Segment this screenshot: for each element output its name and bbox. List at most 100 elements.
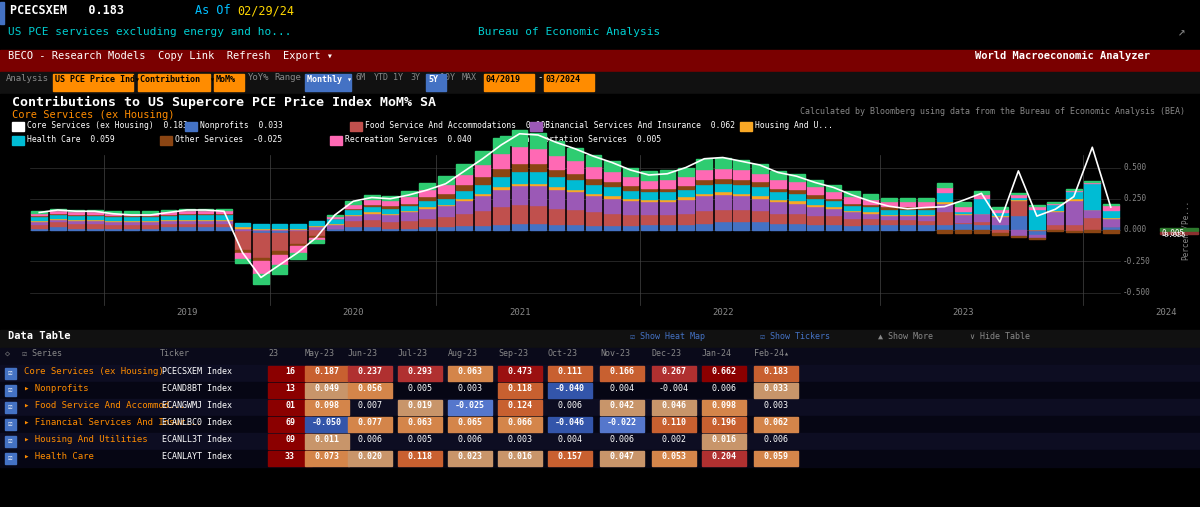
Text: -0.025: -0.025 xyxy=(455,401,485,410)
Bar xyxy=(623,176,638,185)
Bar xyxy=(179,219,194,220)
Bar xyxy=(511,130,528,146)
Bar xyxy=(955,210,971,213)
Bar xyxy=(68,219,84,220)
Bar xyxy=(788,189,804,193)
Text: Monthly ▾: Monthly ▾ xyxy=(307,75,352,84)
Text: ☑: ☑ xyxy=(7,419,12,428)
Bar xyxy=(68,220,84,223)
Bar xyxy=(863,211,878,212)
Bar xyxy=(770,223,786,230)
Bar xyxy=(216,214,232,219)
Bar xyxy=(973,212,989,213)
Bar xyxy=(53,74,133,91)
Bar xyxy=(641,180,656,188)
Bar xyxy=(305,366,349,381)
Bar xyxy=(623,190,638,198)
Bar xyxy=(456,200,472,212)
Bar xyxy=(448,417,492,432)
Bar xyxy=(660,201,676,214)
Bar xyxy=(161,220,176,223)
Bar xyxy=(305,434,349,449)
Bar xyxy=(401,191,416,196)
Bar xyxy=(0,433,1200,450)
Bar xyxy=(955,222,971,223)
Bar xyxy=(268,451,312,466)
Text: Jan-24: Jan-24 xyxy=(702,349,732,358)
Bar xyxy=(900,214,916,215)
Bar xyxy=(216,210,232,212)
Bar xyxy=(568,224,583,230)
Bar xyxy=(863,224,878,230)
Text: BECO - Research Models  Copy Link  Refresh  Export ▾: BECO - Research Models Copy Link Refresh… xyxy=(8,51,334,61)
Bar xyxy=(530,171,546,183)
Bar xyxy=(863,218,878,224)
Bar xyxy=(426,74,446,91)
Bar xyxy=(788,200,804,202)
Bar xyxy=(623,214,638,225)
Bar xyxy=(438,204,454,205)
Bar xyxy=(826,215,841,224)
Bar xyxy=(808,215,823,224)
Bar xyxy=(586,211,601,225)
Text: 0.006: 0.006 xyxy=(763,435,788,444)
Bar xyxy=(826,185,841,191)
Bar xyxy=(733,179,749,184)
Bar xyxy=(290,246,306,252)
Bar xyxy=(308,226,324,229)
Bar xyxy=(198,214,214,219)
Bar xyxy=(493,137,509,153)
Text: ◇: ◇ xyxy=(5,349,10,358)
Bar xyxy=(752,186,768,195)
Bar xyxy=(350,122,362,131)
Bar xyxy=(955,202,971,205)
Bar xyxy=(12,122,24,131)
Bar xyxy=(346,215,361,220)
Bar xyxy=(1010,236,1026,237)
Bar xyxy=(124,215,139,216)
Text: May-23: May-23 xyxy=(305,349,335,358)
Text: Core Services (ex Housing): Core Services (ex Housing) xyxy=(12,110,174,120)
Bar xyxy=(31,215,47,216)
Text: Housing And U...: Housing And U... xyxy=(755,121,842,130)
Bar xyxy=(253,230,269,233)
Text: Jun-23: Jun-23 xyxy=(348,349,378,358)
Bar xyxy=(398,400,442,415)
Bar xyxy=(992,207,1008,208)
Bar xyxy=(31,216,47,220)
Bar xyxy=(678,199,694,212)
Bar xyxy=(568,189,583,191)
Bar xyxy=(31,212,47,215)
Text: ▸ Housing And Utilities: ▸ Housing And Utilities xyxy=(24,435,148,444)
Bar xyxy=(678,224,694,230)
Bar xyxy=(715,194,731,209)
Bar xyxy=(383,196,398,200)
Bar xyxy=(1066,190,1081,191)
Bar xyxy=(235,252,251,259)
Bar xyxy=(401,220,416,228)
Bar xyxy=(50,212,66,214)
Bar xyxy=(185,122,197,131)
Bar xyxy=(937,224,953,230)
Bar xyxy=(106,221,121,224)
Bar xyxy=(808,186,823,194)
Bar xyxy=(401,210,416,211)
Bar xyxy=(448,451,492,466)
Bar xyxy=(143,215,158,216)
Bar xyxy=(900,215,916,219)
Text: 0.250: 0.250 xyxy=(1123,194,1146,203)
Bar xyxy=(1010,194,1026,197)
Bar xyxy=(548,383,592,398)
Bar xyxy=(586,166,601,177)
Bar xyxy=(511,223,528,230)
Bar xyxy=(138,74,210,91)
Bar xyxy=(401,205,416,210)
Text: 0.006: 0.006 xyxy=(712,384,737,393)
Text: 0.183: 0.183 xyxy=(763,367,788,376)
Bar xyxy=(5,436,16,447)
Text: 0.662: 0.662 xyxy=(712,367,737,376)
Bar xyxy=(124,211,139,212)
Bar xyxy=(271,251,287,255)
Bar xyxy=(348,366,392,381)
Text: 33: 33 xyxy=(286,452,295,461)
